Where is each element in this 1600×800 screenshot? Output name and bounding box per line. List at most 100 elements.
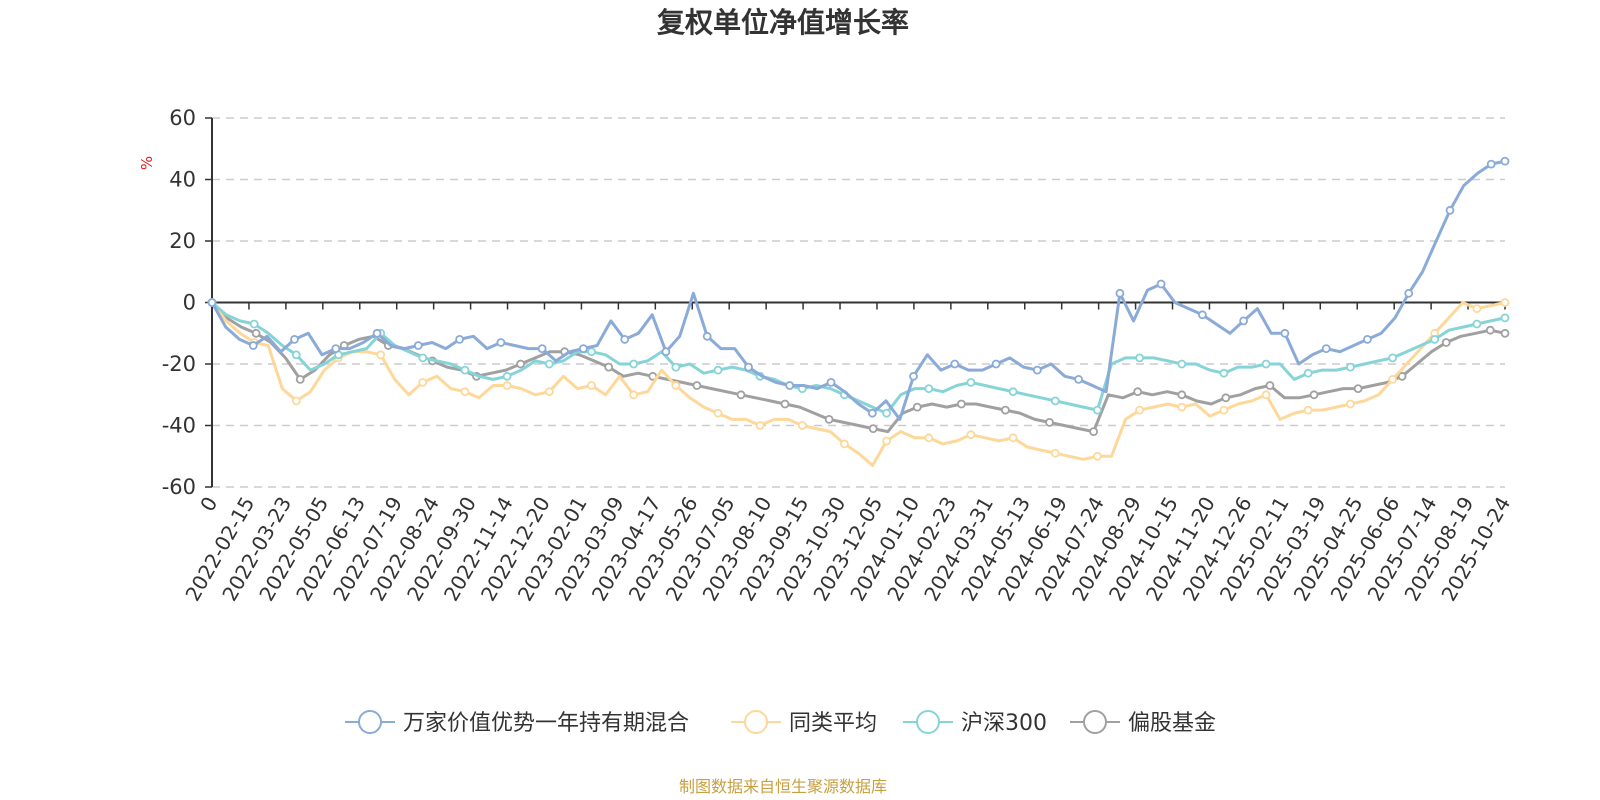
- series-point-3: [966, 377, 976, 387]
- series-point-1: [207, 298, 217, 307]
- series-point-1: [331, 344, 341, 354]
- series-point-2: [1472, 304, 1482, 314]
- series-point-1: [1239, 316, 1248, 326]
- series-point-2: [1177, 402, 1187, 412]
- series-point-3: [1430, 334, 1440, 344]
- series-point-1: [1486, 159, 1496, 169]
- legend-circle-marker: [1083, 710, 1107, 734]
- series-point-3: [1093, 405, 1102, 415]
- series-point-1: [950, 359, 960, 369]
- legend-circle-marker: [744, 710, 768, 734]
- series-point-1: [744, 362, 753, 372]
- series-point-2: [418, 377, 428, 387]
- x-axis-ticks: 02022-02-152022-03-232022-05-052022-06-1…: [180, 302, 1515, 605]
- series-point-4: [1045, 417, 1054, 427]
- series-point-1: [290, 334, 299, 344]
- legend-label: 偏股基金: [1128, 711, 1216, 736]
- series-point-1: [413, 341, 423, 350]
- legend-item-1[interactable]: 万家价值优势一年持有期混合: [345, 710, 689, 736]
- series-lines: [207, 156, 1510, 467]
- series-point-1: [1445, 205, 1455, 215]
- series-point-3: [629, 359, 638, 369]
- series-point-1: [537, 344, 547, 354]
- series-point-4: [736, 390, 746, 400]
- x-tick-label: 0: [195, 493, 222, 516]
- series-point-4: [1397, 371, 1407, 381]
- y-axis-unit-label: %: [138, 156, 156, 170]
- series-point-1: [248, 341, 258, 350]
- series-point-4: [295, 374, 305, 384]
- series-point-3: [671, 362, 681, 372]
- series-point-3: [1177, 359, 1187, 369]
- legend-circle-marker: [358, 710, 382, 734]
- legend: 万家价值优势一年持有期混合 同类平均 沪深300 偏股基金: [345, 710, 1216, 736]
- y-tick-label: -40: [162, 414, 196, 438]
- series-point-2: [671, 381, 681, 390]
- series-line-3: [210, 301, 1507, 415]
- series-point-2: [713, 408, 723, 418]
- series-point-4: [868, 424, 878, 434]
- series-point-1: [579, 344, 588, 354]
- series-point-1: [909, 371, 918, 381]
- series-point-4: [604, 362, 614, 372]
- series-point-2: [1500, 298, 1510, 307]
- series-point-3: [713, 365, 723, 375]
- series-point-4: [1265, 381, 1275, 390]
- series-point-3: [587, 347, 596, 357]
- series-point-3: [418, 353, 428, 363]
- series-point-4: [1133, 387, 1143, 397]
- series-point-4: [780, 399, 790, 409]
- series-point-3: [1261, 359, 1271, 369]
- series-point-2: [840, 439, 849, 449]
- series-point-3: [1346, 362, 1355, 372]
- y-tick-label: -20: [162, 352, 196, 376]
- series-point-4: [1177, 390, 1187, 400]
- series-point-4: [692, 381, 702, 390]
- series-point-3: [1388, 353, 1397, 363]
- legend-item-3[interactable]: 沪深300: [903, 710, 1047, 736]
- series-point-3: [291, 350, 301, 360]
- series-point-2: [291, 396, 301, 406]
- series-point-1: [372, 328, 382, 338]
- series-point-2: [1219, 405, 1229, 415]
- legend-label: 万家价值优势一年持有期混合: [403, 711, 689, 736]
- series-point-3: [1219, 368, 1229, 378]
- series-point-1: [1363, 334, 1372, 344]
- series-point-4: [1485, 325, 1495, 335]
- series-point-1: [661, 347, 671, 357]
- chart-title: 复权单位净值增长率: [657, 6, 909, 39]
- y-axis-ticks: 60 40 20 0 -20 -40 -60: [162, 106, 212, 499]
- series-point-2: [1050, 448, 1060, 458]
- series-point-2: [1303, 405, 1313, 415]
- series-point-2: [882, 436, 891, 446]
- series-line-2: [210, 301, 1507, 467]
- legend-circle-marker: [916, 710, 940, 734]
- series-point-1: [1032, 365, 1042, 375]
- axes: [211, 118, 1505, 487]
- series-point-1: [1500, 156, 1510, 166]
- series-point-2: [376, 350, 386, 360]
- series-point-1: [455, 334, 465, 344]
- series-point-3: [1472, 319, 1482, 329]
- series-point-4: [824, 414, 834, 424]
- series-point-4: [912, 402, 922, 412]
- series-point-3: [544, 359, 554, 369]
- series-point-3: [1050, 396, 1060, 406]
- series-point-4: [957, 399, 966, 409]
- legend-item-4[interactable]: 偏股基金: [1070, 710, 1216, 736]
- series-point-1: [867, 408, 877, 418]
- legend-label: 同类平均: [789, 711, 877, 736]
- series-point-2: [1008, 433, 1018, 443]
- series-point-1: [620, 334, 630, 344]
- series-point-2: [629, 390, 638, 400]
- series-point-2: [502, 381, 512, 390]
- series-point-2: [1135, 405, 1144, 415]
- series-point-3: [502, 371, 512, 381]
- series-point-3: [1008, 387, 1018, 397]
- series-point-3: [924, 384, 934, 394]
- series-point-1: [785, 381, 795, 390]
- series-point-2: [797, 421, 807, 430]
- legend-item-2[interactable]: 同类平均: [731, 710, 877, 736]
- legend-label: 沪深300: [961, 711, 1047, 736]
- series-point-4: [1309, 390, 1319, 400]
